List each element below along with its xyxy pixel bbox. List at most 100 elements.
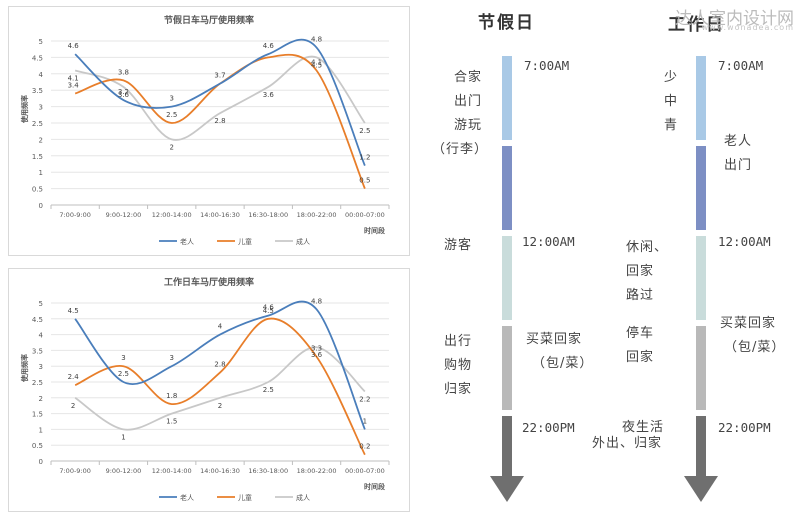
workday-chart-panel: 工作日车马厅使用频率 0 0.5 1 1.5 2 2.5 3 3.5 4 4.5 5 7:00-9:00… [8, 268, 410, 512]
y-tick-label: 2 [39, 136, 43, 144]
workday-segment-noon [696, 236, 706, 320]
workday-usage-chart: 工作日车马厅使用频率 0 0.5 1 1.5 2 2.5 3 3.5 4 4.5 5 7:00-9:00… [20, 276, 390, 502]
workday-note: 买菜回家 [720, 316, 777, 331]
holiday-note: 归家 [444, 382, 473, 397]
workday-note: 青 [664, 118, 679, 133]
data-label: 4.6 [263, 304, 275, 312]
x-tick-label: 00:00-07:00 [345, 211, 385, 219]
data-label: 2.2 [359, 395, 370, 403]
data-label: 1.2 [359, 154, 370, 162]
series-line [74, 317, 366, 456]
chart-title: 节假日车马厅使用频率 [164, 14, 254, 26]
workday-note: 少 [664, 70, 679, 85]
workday-segment-morning [696, 56, 706, 140]
holiday-time-22pm: 22:00PM [522, 420, 575, 435]
legend-label: 儿童 [238, 493, 252, 502]
workday-heading: 工作日 [668, 15, 725, 35]
y-tick-label: 0.5 [32, 442, 43, 450]
holiday-note: 出行 [444, 334, 473, 349]
y-tick-label: 0.5 [32, 186, 43, 194]
y-tick-label: 5 [39, 38, 43, 46]
holiday-segment-late-morning [502, 146, 512, 230]
workday-note: 中 [664, 94, 679, 109]
workday-note: 老人 [724, 134, 753, 149]
y-tick-label: 3 [39, 104, 43, 112]
data-label: 2.8 [214, 117, 225, 125]
watermark-text: 达人室内设计网 [675, 9, 794, 29]
legend-label: 老人 [180, 237, 194, 246]
workday-segment-night [696, 416, 706, 478]
watermark-url: www.wonadea.com [701, 23, 794, 32]
data-label: 3.6 [263, 91, 275, 99]
holiday-note: 游客 [444, 238, 473, 253]
chart-title: 工作日车马厅使用频率 [164, 276, 254, 288]
workday-arrow-icon [684, 476, 718, 502]
data-label: 0.5 [359, 177, 370, 185]
x-tick-label: 18:00-22:00 [297, 467, 337, 475]
data-label: 0.2 [359, 443, 370, 451]
data-label: 2.5 [118, 370, 129, 378]
workday-note: 休闲、 [626, 240, 669, 255]
data-label: 4.5 [68, 307, 79, 315]
workday-time-22pm: 22:00PM [718, 420, 771, 435]
data-label: 3 [121, 354, 125, 362]
data-label: 2.8 [214, 361, 225, 369]
series-line [74, 300, 366, 430]
workday-segment-afternoon [696, 326, 706, 410]
data-label: 2.5 [263, 386, 274, 394]
data-label: 2.4 [68, 373, 80, 381]
x-tick-label: 9:00-12:00 [106, 211, 142, 219]
holiday-note: （行李） [432, 142, 489, 157]
workday-note: 回家 [626, 264, 655, 279]
holiday-note: （包/菜） [532, 356, 594, 371]
series-line [74, 346, 366, 431]
x-tick-label: 7:00-9:00 [59, 467, 91, 475]
x-tick-label: 16:30-18:00 [248, 467, 288, 475]
y-tick-label: 1.5 [32, 411, 43, 419]
workday-note: 回家 [626, 350, 655, 365]
data-label: 4.8 [311, 36, 322, 44]
x-axis-label: 时间段 [364, 226, 385, 235]
data-label: 3.8 [118, 68, 129, 76]
holiday-arrow-icon [490, 476, 524, 502]
data-label: 4.8 [311, 297, 322, 305]
data-label: 3.6 [311, 351, 323, 359]
data-label: 2 [71, 402, 75, 410]
data-label: 2.5 [359, 127, 370, 135]
x-tick-label: 7:00-9:00 [59, 211, 91, 219]
workday-note: （包/菜） [724, 340, 786, 355]
y-tick-label: 2.5 [32, 379, 43, 387]
data-label: 4.1 [68, 75, 79, 83]
legend-label: 成人 [296, 493, 310, 502]
x-tick-label: 12:00-14:00 [152, 211, 192, 219]
data-label: 3 [169, 354, 173, 362]
x-tick-label: 18:00-22:00 [297, 211, 337, 219]
legend-label: 儿童 [238, 237, 252, 246]
y-axis-label: 使用频率 [20, 95, 29, 124]
y-tick-label: 5 [39, 300, 43, 308]
y-tick-label: 0 [39, 202, 43, 210]
data-label: 3.3 [311, 345, 322, 353]
data-label: 3.2 [118, 88, 129, 96]
data-label: 2 [169, 143, 173, 151]
data-label: 1 [363, 417, 367, 425]
y-tick-label: 1 [39, 426, 43, 434]
holiday-usage-chart: 节假日车马厅使用频率 0 0.5 1 1.5 2 2.5 3 3.5 4 4.5 5 7:00-9:00… [20, 14, 390, 246]
holiday-segment-night [502, 416, 512, 478]
data-label: 4.6 [68, 42, 80, 50]
holiday-note: 外出、归家 [592, 436, 663, 451]
x-tick-label: 9:00-12:00 [106, 467, 142, 475]
data-label: 1.8 [166, 392, 177, 400]
holiday-segment-morning [502, 56, 512, 140]
data-label: 1.5 [166, 418, 177, 426]
y-tick-label: 3.5 [32, 347, 43, 355]
y-tick-label: 2.5 [32, 120, 43, 128]
data-label: 3.7 [214, 72, 225, 80]
workday-time-12am: 12:00AM [718, 234, 771, 249]
data-label: 4.5 [263, 307, 274, 315]
holiday-note: 出门 [454, 94, 483, 109]
data-label: 3 [169, 95, 173, 103]
series-line [74, 38, 366, 166]
holiday-note: 合家 [454, 70, 483, 85]
x-tick-label: 14:00-16:30 [200, 211, 240, 219]
